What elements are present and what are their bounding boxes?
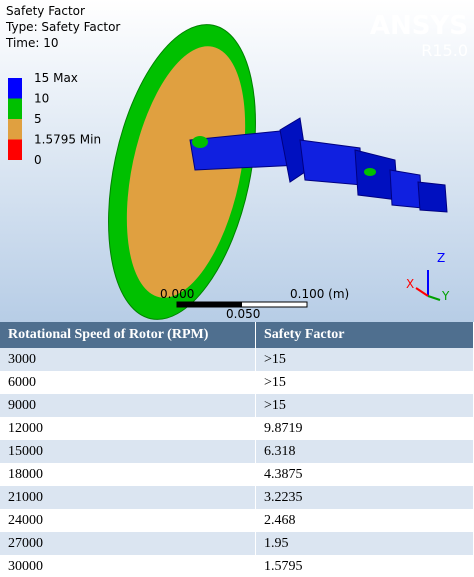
- table-row: 24000 2.468: [0, 509, 474, 532]
- table-cell: 3.2235: [255, 486, 474, 509]
- legend: 15 Max 10 5 1.5795 Min 0: [8, 71, 101, 167]
- scale-left: 0.000: [160, 287, 194, 301]
- table-row: 12000 9.8719: [0, 417, 474, 440]
- axis-x: X: [406, 277, 414, 291]
- legend-label: 5: [34, 112, 42, 126]
- rotor-model: [108, 24, 448, 320]
- header-cell: Rotational Speed of Rotor (RPM): [0, 322, 256, 348]
- table-cell: 30000: [0, 555, 256, 577]
- table-cell: 12000: [0, 417, 256, 440]
- logo-version: R15.0: [421, 41, 468, 60]
- table-row: 6000 >15: [0, 371, 474, 394]
- table-cell: >15: [255, 394, 474, 417]
- axis-z: Z: [437, 251, 445, 265]
- logo-name: ANSYS: [370, 11, 468, 41]
- table-cell: 9.8719: [255, 417, 474, 440]
- table-cell: 18000: [0, 463, 256, 486]
- table-cell: 4.3875: [255, 463, 474, 486]
- table-cell: 1.95: [255, 532, 474, 555]
- viewport: Safety Factor Type: Safety Factor Time: …: [0, 0, 474, 322]
- table-cell: 6.318: [255, 440, 474, 463]
- legend-label: 10: [34, 92, 49, 106]
- legend-swatch: [8, 78, 22, 99]
- legend-title: Safety Factor: [6, 4, 85, 18]
- table-cell: 15000: [0, 440, 256, 463]
- results-table: Rotational Speed of Rotor (RPM) Safety F…: [0, 322, 474, 577]
- legend-swatch: [8, 98, 22, 119]
- table-row: 3000 >15: [0, 348, 474, 371]
- table-cell: 27000: [0, 532, 256, 555]
- table-cell: 2.468: [255, 509, 474, 532]
- scale-right: 0.100 (m): [290, 287, 349, 301]
- legend-swatch: [8, 119, 22, 140]
- axis-y: Y: [441, 289, 450, 303]
- table-cell: 6000: [0, 371, 256, 394]
- scale-middle: 0.050: [226, 307, 260, 321]
- header-cell: Safety Factor: [255, 322, 474, 348]
- legend-label: 15 Max: [34, 71, 78, 85]
- table-cell: 3000: [0, 348, 256, 371]
- legend-label: 0: [34, 153, 42, 167]
- table-row: 15000 6.318: [0, 440, 474, 463]
- table-row: 21000 3.2235: [0, 486, 474, 509]
- legend-type: Type: Safety Factor: [5, 20, 120, 34]
- legend-swatch: [8, 139, 22, 160]
- legend-label: 1.5795 Min: [34, 133, 101, 147]
- table-cell: >15: [255, 348, 474, 371]
- table-cell: 24000: [0, 509, 256, 532]
- table-cell: 9000: [0, 394, 256, 417]
- table-cell: >15: [255, 371, 474, 394]
- table-cell: 1.5795: [255, 555, 474, 577]
- table-row: 9000 >15: [0, 394, 474, 417]
- table-row: 30000 1.5795: [0, 555, 474, 577]
- table-row: 18000 4.3875: [0, 463, 474, 486]
- legend-time: Time: 10: [5, 36, 59, 50]
- table-row: 27000 1.95: [0, 532, 474, 555]
- table-cell: 21000: [0, 486, 256, 509]
- scale-bar-fill: [177, 302, 242, 307]
- axis-triad: [415, 270, 441, 301]
